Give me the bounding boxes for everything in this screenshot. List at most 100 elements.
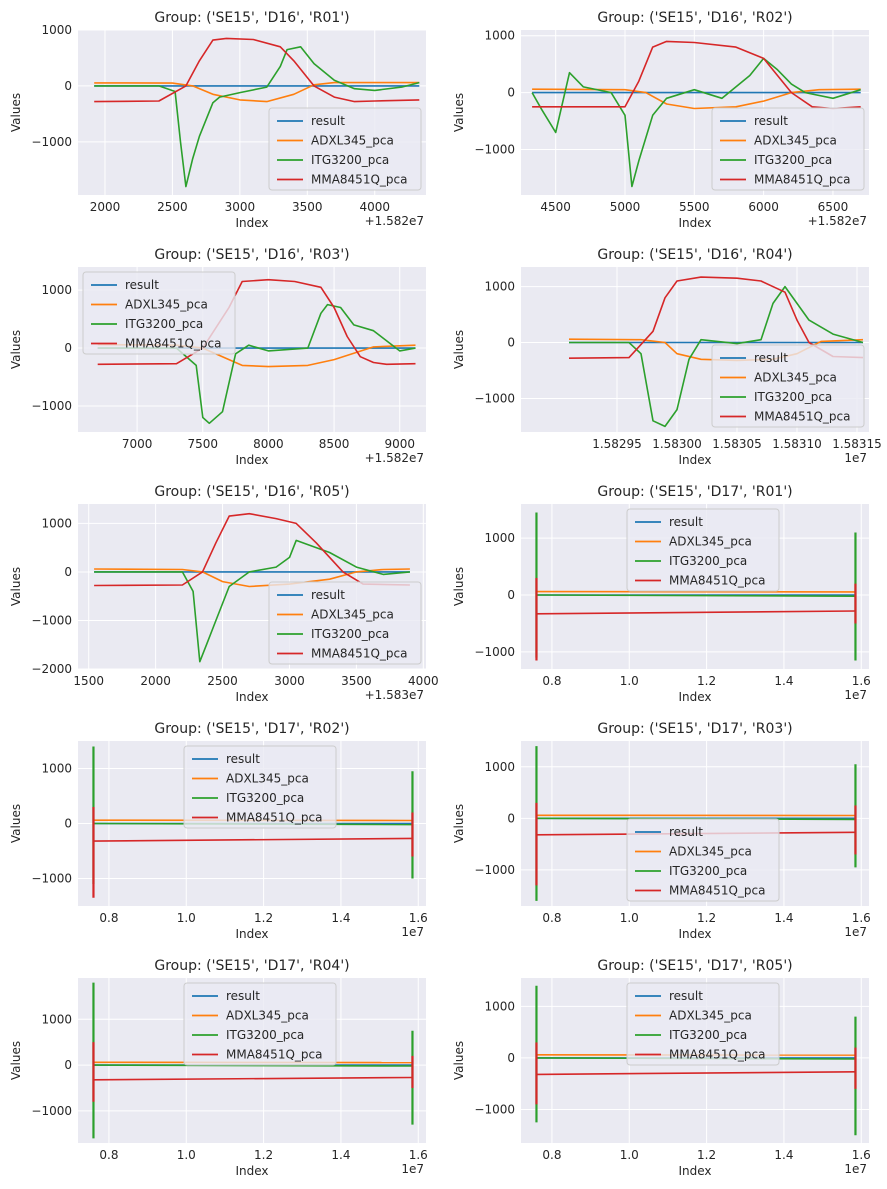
chart-title: Group: ('SE15', 'D17', 'R01') <box>597 484 792 500</box>
series-group <box>94 37 420 188</box>
legend-entry: result <box>125 278 159 292</box>
y-tick-label: 1000 <box>41 23 72 37</box>
x-tick-label: 9000 <box>384 437 415 451</box>
legend-entry: MMA8451Q_pca <box>754 410 850 424</box>
series-line-mma8451q-pca <box>94 512 410 587</box>
x-tick-label: 1.6 <box>852 674 871 688</box>
legend: result ADXL345_pca ITG3200_pca MMA8451Q_pca <box>626 982 780 1066</box>
x-tick-label: 4500 <box>540 200 571 214</box>
legend-entry: result <box>311 588 345 602</box>
x-tick-label: 1.2 <box>254 911 273 925</box>
chart-title: Group: ('SE15', 'D16', 'R03') <box>154 247 349 263</box>
legend-entry: result <box>754 351 788 365</box>
legend-box <box>268 581 422 665</box>
x-tick-label: 1.4 <box>774 674 793 688</box>
legend-entry: ITG3200_pca <box>669 554 747 568</box>
x-tick-label: 1.2 <box>254 1148 273 1162</box>
legend-entry: ADXL345_pca <box>669 535 752 549</box>
x-axis-label: Index <box>678 216 711 230</box>
x-tick-label: 1.58295 <box>592 437 642 451</box>
y-tick-label: 1000 <box>41 283 72 297</box>
x-tick-label: 3000 <box>225 200 256 214</box>
x-tick-label: 1.58305 <box>712 437 762 451</box>
legend-entry: result <box>226 752 260 766</box>
legend-entry: MMA8451Q_pca <box>311 647 407 661</box>
y-tick-label: 0 <box>64 565 72 579</box>
x-offset-label: 1e7 <box>401 925 424 939</box>
x-tick-label: 1.2 <box>697 1148 716 1162</box>
series-line-itg3200-pca <box>97 303 416 425</box>
legend-entry: ITG3200_pca <box>226 791 304 805</box>
series-line-itg3200-pca <box>94 539 410 663</box>
legend-entry: ADXL345_pca <box>311 608 394 622</box>
series-line-itg3200-pca <box>531 57 861 188</box>
x-tick-label: 2000 <box>140 674 171 688</box>
x-axis-label: Index <box>235 690 268 704</box>
subplot-5: Group: ('SE15', 'D16', 'R05') 1500 2000 250… <box>9 484 439 704</box>
x-axis-label: Index <box>678 690 711 704</box>
legend: result ADXL345_pca ITG3200_pca MMA8451Q_pca <box>711 344 865 428</box>
x-tick-label: 1.0 <box>177 1148 196 1162</box>
chart-title: Group: ('SE15', 'D16', 'R01') <box>154 10 349 26</box>
x-tick-label: 6500 <box>818 200 849 214</box>
chart-title: Group: ('SE15', 'D17', 'R02') <box>154 721 349 737</box>
y-tick-label: 0 <box>507 1051 515 1065</box>
x-tick-label: 1.58315 <box>832 437 882 451</box>
x-tick-label: 4000 <box>359 200 390 214</box>
y-axis-label: Values <box>9 804 23 843</box>
x-tick-label: 4000 <box>408 674 439 688</box>
subplot-4: Group: ('SE15', 'D16', 'R04') 1.58295 1.58… <box>452 247 882 467</box>
x-offset-label: +1.582e7 <box>365 214 424 228</box>
x-tick-label: 3000 <box>274 674 305 688</box>
legend-entry: ITG3200_pca <box>311 627 389 641</box>
x-tick-label: 3500 <box>341 674 372 688</box>
subplot-8: Group: ('SE15', 'D17', 'R03') 0.8 1.0 1.2 1.… <box>452 721 871 941</box>
legend-entry: ADXL345_pca <box>226 772 309 786</box>
subplot-10: Group: ('SE15', 'D17', 'R05') 0.8 1.0 1.2 1.… <box>452 958 871 1178</box>
x-tick-label: 1.58310 <box>772 437 822 451</box>
y-axis-label: Values <box>452 804 466 843</box>
y-tick-label: 1000 <box>41 762 72 776</box>
legend-box <box>626 818 780 902</box>
x-tick-label: 1.2 <box>697 674 716 688</box>
legend-entry: MMA8451Q_pca <box>754 173 850 187</box>
x-tick-label: 2000 <box>90 200 121 214</box>
y-tick-label: 1000 <box>41 1012 72 1026</box>
legend-box <box>626 982 780 1066</box>
x-tick-label: 5500 <box>679 200 710 214</box>
legend-entry: ITG3200_pca <box>226 1028 304 1042</box>
x-tick-label: 0.8 <box>99 911 118 925</box>
y-tick-label: 0 <box>507 86 515 100</box>
y-axis-label: Values <box>9 93 23 132</box>
x-axis-label: Index <box>235 927 268 941</box>
x-tick-label: 1.0 <box>620 911 639 925</box>
x-tick-label: 1.4 <box>331 911 350 925</box>
subplot-1: Group: ('SE15', 'D16', 'R01') 2000 2500 300… <box>9 10 426 230</box>
y-tick-label: 0 <box>64 1058 72 1072</box>
y-tick-label: 0 <box>64 341 72 355</box>
x-axis-label: Index <box>235 216 268 230</box>
legend-entry: MMA8451Q_pca <box>125 337 221 351</box>
y-tick-label: −1000 <box>31 613 72 627</box>
x-tick-label: 1.58300 <box>652 437 702 451</box>
legend: result ADXL345_pca ITG3200_pca MMA8451Q_pca <box>183 745 337 829</box>
x-axis-label: Index <box>235 1164 268 1178</box>
x-tick-label: 1.4 <box>331 1148 350 1162</box>
y-tick-label: −1000 <box>474 863 515 877</box>
x-tick-label: 8500 <box>319 437 350 451</box>
x-tick-label: 0.8 <box>542 911 561 925</box>
x-tick-label: 6000 <box>748 200 779 214</box>
legend-entry: MMA8451Q_pca <box>226 811 322 825</box>
y-tick-label: 0 <box>507 588 515 602</box>
y-axis-label: Values <box>9 330 23 369</box>
y-tick-label: 0 <box>64 817 72 831</box>
chart-title: Group: ('SE15', 'D17', 'R04') <box>154 958 349 974</box>
x-tick-label: 1.6 <box>409 911 428 925</box>
legend-entry: ADXL345_pca <box>669 1009 752 1023</box>
y-tick-label: 1000 <box>484 999 515 1013</box>
legend-box <box>711 344 865 428</box>
x-tick-label: 1.0 <box>620 1148 639 1162</box>
x-axis-label: Index <box>678 1164 711 1178</box>
x-tick-label: 1.0 <box>177 911 196 925</box>
y-tick-label: 1000 <box>484 29 515 43</box>
